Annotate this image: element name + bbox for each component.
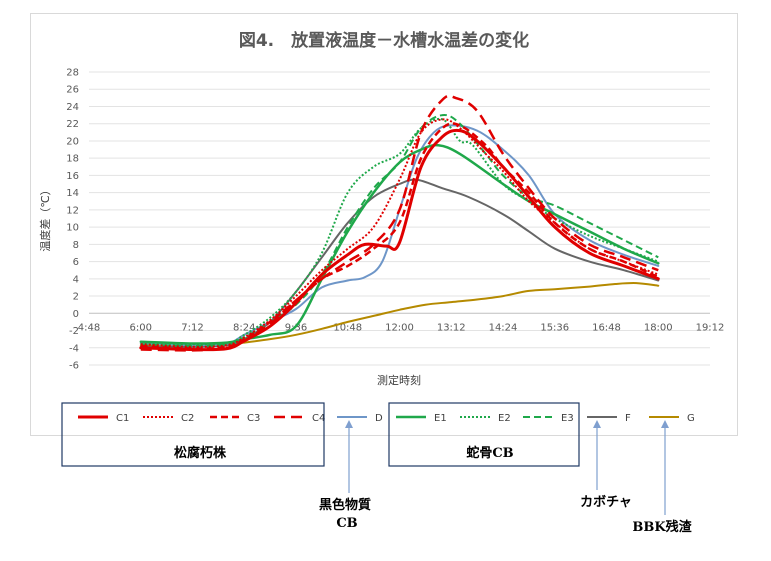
- series-layer: [139, 94, 660, 352]
- annotation-g-label: BBK残渣: [632, 519, 692, 535]
- annotation-d: 黒色物質 CB: [319, 420, 371, 531]
- legend-label-e1: E1: [434, 413, 447, 424]
- legend-label-e2: E2: [498, 413, 511, 424]
- x-tick-label: 8:24: [233, 322, 255, 333]
- annotation-g: BBK残渣: [632, 420, 693, 535]
- arrow-head-g: [661, 420, 669, 428]
- series-line-c1: [139, 128, 660, 352]
- x-tick-label: 14:24: [489, 322, 518, 333]
- series-line-g: [139, 282, 660, 348]
- legend-label-f: F: [625, 413, 631, 424]
- legend-label-e3: E3: [561, 413, 574, 424]
- series-line-c4: [140, 94, 659, 352]
- annotation-d-line1: 黒色物質: [319, 497, 371, 513]
- y-tick-label: -6: [69, 361, 79, 372]
- grid-layer: [89, 71, 710, 366]
- group-label-matsu: 松腐朽株: [174, 445, 227, 461]
- legend-label-c2: C2: [181, 413, 194, 424]
- y-tick-label: -2: [69, 326, 79, 337]
- y-tick-label: 0: [73, 309, 79, 320]
- group-box-hebi: [388, 402, 580, 467]
- x-tick-label: 13:12: [437, 322, 466, 333]
- x-tick-label: 4:48: [78, 322, 100, 333]
- y-tick-label: 14: [66, 188, 79, 199]
- legend-label-c1: C1: [116, 413, 129, 424]
- y-tick-label: 22: [66, 119, 79, 130]
- legend-label-d: D: [375, 413, 383, 424]
- y-tick-label: 4: [73, 274, 79, 285]
- x-tick-label: 18:00: [644, 322, 673, 333]
- x-axis-title: 測定時刻: [377, 373, 421, 387]
- group-box-matsu: [61, 402, 325, 467]
- legend-label-c3: C3: [247, 413, 260, 424]
- y-tick-label: 6: [73, 257, 79, 268]
- x-tick-label: 6:00: [130, 322, 152, 333]
- series-line-e3: [140, 114, 659, 347]
- y-tick-label: 16: [66, 171, 79, 182]
- x-tick-label: 15:36: [540, 322, 569, 333]
- y-tick-label: 26: [66, 85, 79, 96]
- arrow-head-d: [345, 420, 353, 428]
- group-label-hebi: 蛇骨CB: [466, 445, 513, 461]
- legend-label-g: G: [687, 413, 695, 424]
- x-tick-label: 16:48: [592, 322, 621, 333]
- y-axis-title: 温度差（℃）: [38, 184, 52, 251]
- y-tick-label: 18: [66, 154, 79, 165]
- legend: C1 C2 C3 C4 D E1 E2 E3 F G: [78, 413, 695, 424]
- series-line-e2: [140, 117, 659, 346]
- annotation-f-label: カボチャ: [580, 494, 632, 510]
- y-tick-label: -4: [69, 343, 79, 354]
- y-tick-label: 10: [66, 223, 79, 234]
- annotation-f: カボチャ: [580, 420, 632, 510]
- x-tick-label: 7:12: [181, 322, 203, 333]
- y-tick-label: 20: [66, 136, 79, 147]
- chart-title: 図4. 放置液温度－水槽水温差の変化: [239, 30, 529, 51]
- y-tick-label: 24: [66, 102, 79, 113]
- x-tick-label: 10:48: [333, 322, 362, 333]
- arrow-head-f: [593, 420, 601, 428]
- x-tick-label: 12:00: [385, 322, 414, 333]
- series-line-c3: [140, 122, 659, 350]
- y-tick-label: 28: [66, 68, 79, 79]
- y-tick-label: 12: [66, 205, 79, 216]
- x-tick-label: 19:12: [696, 322, 725, 333]
- legend-label-c4: C4: [312, 413, 325, 424]
- y-tick-label: 2: [73, 292, 79, 303]
- annotation-d-line2: CB: [336, 516, 357, 531]
- y-tick-label: 8: [73, 240, 79, 251]
